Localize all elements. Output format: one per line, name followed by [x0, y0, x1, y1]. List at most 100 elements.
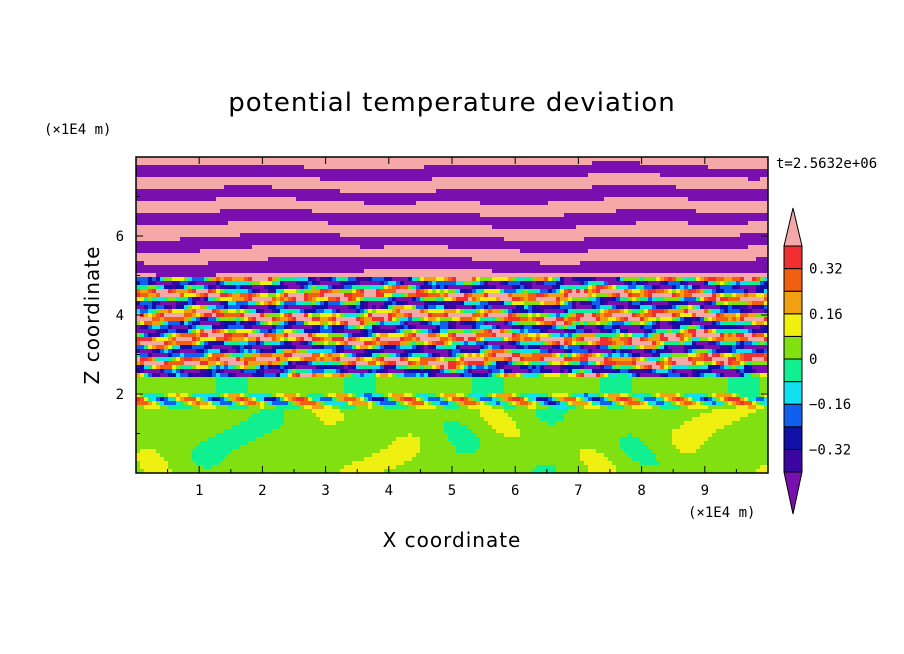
- contour-cell: [716, 281, 721, 286]
- contour-cell: [324, 421, 337, 426]
- contour-cell: [540, 393, 549, 398]
- contour-cell: [564, 277, 573, 282]
- contour-cell: [424, 349, 449, 354]
- contour-cell: [176, 397, 181, 402]
- contour-cell: [308, 349, 333, 354]
- contour-cell: [136, 245, 253, 250]
- contour-cell: [584, 365, 601, 370]
- contour-cell: [416, 305, 425, 310]
- contour-cell: [556, 301, 561, 306]
- contour-cell: [136, 429, 225, 434]
- contour-cell: [628, 345, 633, 350]
- contour-cell: [672, 325, 677, 330]
- contour-cell: [160, 313, 165, 318]
- contour-cell: [396, 373, 401, 378]
- contour-cell: [340, 281, 345, 286]
- contour-cell: [220, 365, 225, 370]
- contour-cell: [444, 305, 449, 310]
- contour-cell: [348, 353, 353, 358]
- contour-cell: [232, 345, 237, 350]
- colorbar-box: [783, 381, 803, 405]
- contour-cell: [680, 281, 685, 286]
- contour-cell: [212, 329, 217, 334]
- contour-cell: [500, 397, 505, 402]
- contour-cell: [248, 305, 269, 310]
- contour-cell: [236, 289, 241, 294]
- contour-cell: [260, 341, 265, 346]
- contour-cell: [508, 293, 513, 298]
- contour-cell: [300, 349, 309, 354]
- contour-cell: [552, 349, 565, 354]
- contour-cell: [152, 317, 161, 322]
- contour-cell: [376, 385, 473, 390]
- contour-cell: [460, 357, 465, 362]
- contour-cell: [240, 309, 245, 314]
- contour-cell: [392, 309, 397, 314]
- contour-cell: [472, 317, 477, 322]
- contour-cell: [444, 393, 457, 398]
- contour-cell: [668, 361, 673, 366]
- contour-cell: [196, 325, 201, 330]
- contour-cell: [548, 349, 553, 354]
- contour-cell: [712, 317, 717, 322]
- contour-cell: [272, 277, 277, 282]
- contour-cell: [284, 397, 289, 402]
- contour-cell: [252, 289, 257, 294]
- contour-cell: [728, 381, 761, 386]
- contour-cell: [440, 293, 445, 298]
- contour-cell: [196, 281, 217, 286]
- contour-cell: [480, 345, 485, 350]
- contour-cell: [176, 337, 193, 342]
- contour-cell: [476, 337, 481, 342]
- contour-cell: [704, 393, 709, 398]
- contour-cell: [504, 385, 601, 390]
- contour-cell: [592, 313, 597, 318]
- contour-cell: [256, 373, 265, 378]
- contour-cell: [364, 341, 373, 346]
- contour-cell: [472, 313, 481, 318]
- contour-cell: [724, 401, 729, 406]
- contour-cell: [732, 277, 741, 282]
- contour-cell: [136, 169, 768, 174]
- contour-cell: [328, 321, 333, 326]
- contour-cell: [328, 369, 333, 374]
- contour-cell: [296, 197, 605, 202]
- contour-cell: [416, 361, 421, 366]
- contour-cell: [636, 373, 641, 378]
- contour-cell: [744, 333, 753, 338]
- contour-cell: [480, 349, 485, 354]
- contour-cell: [136, 197, 217, 202]
- contour-cell: [296, 401, 301, 406]
- contour-cell: [208, 261, 541, 266]
- contour-cell: [712, 293, 717, 298]
- contour-cell: [364, 329, 369, 334]
- contour-cell: [664, 341, 681, 346]
- contour-cell: [348, 373, 353, 378]
- contour-cell: [248, 441, 393, 446]
- contour-cell: [304, 405, 313, 410]
- contour-cell: [492, 329, 501, 334]
- contour-cell: [684, 297, 697, 302]
- contour-cell: [676, 361, 693, 366]
- contour-cell: [604, 357, 609, 362]
- contour-cell: [548, 201, 768, 206]
- contour-cell: [216, 389, 249, 394]
- contour-cell: [400, 345, 413, 350]
- contour-cell: [572, 329, 577, 334]
- contour-cell: [732, 421, 768, 426]
- contour-cell: [652, 365, 661, 370]
- contour-cell: [724, 333, 729, 338]
- contour-cell: [164, 333, 169, 338]
- contour-cell: [452, 345, 457, 350]
- contour-cell: [236, 397, 241, 402]
- contour-cell: [380, 341, 389, 346]
- contour-cell: [180, 321, 185, 326]
- contour-cell: [592, 301, 601, 306]
- contour-cell: [628, 333, 633, 338]
- contour-cell: [732, 285, 737, 290]
- contour-cell: [136, 221, 229, 226]
- contour-cell: [312, 345, 321, 350]
- contour-cell: [240, 365, 245, 370]
- contour-cell: [236, 349, 241, 354]
- contour-cell: [204, 349, 209, 354]
